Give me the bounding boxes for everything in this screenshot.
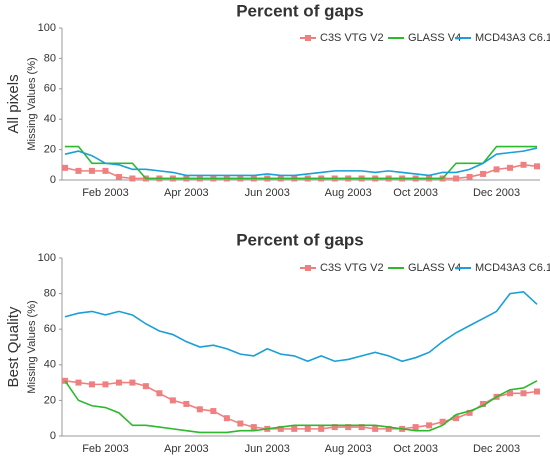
legend-marker bbox=[305, 265, 311, 271]
marker bbox=[142, 383, 149, 390]
y-tick-label: 20 bbox=[44, 144, 56, 156]
legend-label: C3S VTG V2 bbox=[320, 262, 384, 274]
legend-label: GLASS V4 bbox=[408, 32, 461, 44]
y-tick-label: 60 bbox=[44, 83, 56, 95]
marker bbox=[426, 422, 433, 429]
marker bbox=[183, 400, 190, 407]
marker bbox=[250, 424, 257, 431]
x-tick-label: Oct 2003 bbox=[393, 443, 438, 455]
y-tick-label: 100 bbox=[38, 252, 56, 264]
series-line bbox=[65, 145, 537, 180]
x-tick-label: Dec 2003 bbox=[473, 187, 520, 199]
marker bbox=[102, 381, 109, 388]
marker bbox=[331, 424, 338, 431]
marker bbox=[291, 425, 298, 432]
y-axis-label: Missing Values (%) bbox=[26, 57, 38, 150]
legend-label: C3S VTG V2 bbox=[320, 32, 384, 44]
y-tick-label: 0 bbox=[50, 430, 56, 442]
legend-marker bbox=[305, 35, 311, 41]
marker bbox=[453, 415, 460, 422]
chart-title: Percent of gaps bbox=[236, 230, 364, 249]
marker bbox=[129, 379, 136, 386]
marker bbox=[466, 173, 473, 180]
marker bbox=[210, 408, 217, 415]
marker bbox=[88, 167, 95, 174]
marker bbox=[466, 409, 473, 416]
chart-title: Percent of gaps bbox=[236, 1, 364, 20]
legend-label: MCD43A3 C6.1 bbox=[475, 262, 550, 274]
marker bbox=[372, 425, 379, 432]
marker bbox=[75, 379, 82, 386]
marker bbox=[223, 415, 230, 422]
marker bbox=[115, 379, 122, 386]
marker bbox=[520, 390, 527, 397]
marker bbox=[493, 166, 500, 173]
x-tick-label: Dec 2003 bbox=[473, 443, 520, 455]
series-line bbox=[64, 147, 538, 177]
y-tick-label: 40 bbox=[44, 359, 56, 371]
y-tick-label: 80 bbox=[44, 288, 56, 300]
y-tick-label: 20 bbox=[44, 394, 56, 406]
x-tick-label: Jun 2003 bbox=[245, 187, 290, 199]
marker bbox=[196, 406, 203, 413]
marker bbox=[480, 170, 487, 177]
series-line bbox=[64, 380, 538, 430]
legend-label: GLASS V4 bbox=[408, 262, 461, 274]
marker bbox=[439, 418, 446, 425]
marker bbox=[88, 381, 95, 388]
marker bbox=[129, 175, 136, 182]
x-tick-label: Aug 2003 bbox=[325, 443, 372, 455]
y-axis-label: Missing Values (%) bbox=[26, 300, 38, 393]
y-group-label: All pixels bbox=[5, 74, 22, 133]
marker bbox=[277, 425, 284, 432]
series-line bbox=[64, 290, 538, 363]
x-tick-label: Jun 2003 bbox=[245, 443, 290, 455]
marker bbox=[115, 173, 122, 180]
marker bbox=[412, 424, 419, 431]
marker bbox=[62, 164, 68, 171]
y-tick-label: 40 bbox=[44, 113, 56, 125]
y-tick-label: 100 bbox=[38, 22, 56, 34]
marker bbox=[480, 400, 487, 407]
y-tick-label: 60 bbox=[44, 323, 56, 335]
series-line bbox=[64, 380, 538, 434]
marker bbox=[534, 388, 540, 395]
marker bbox=[304, 425, 311, 432]
legend-label: MCD43A3 C6.1 bbox=[475, 32, 550, 44]
marker bbox=[237, 420, 244, 427]
marker bbox=[318, 425, 325, 432]
marker bbox=[520, 161, 527, 168]
x-tick-label: Feb 2003 bbox=[82, 187, 128, 199]
marker bbox=[358, 424, 365, 431]
marker bbox=[453, 175, 460, 182]
x-tick-label: Apr 2003 bbox=[164, 443, 209, 455]
y-group-label: Best Quality bbox=[5, 306, 22, 387]
x-tick-label: Feb 2003 bbox=[82, 443, 128, 455]
marker bbox=[385, 425, 392, 432]
marker bbox=[507, 390, 514, 397]
y-tick-label: 80 bbox=[44, 52, 56, 64]
marker bbox=[507, 164, 514, 171]
x-tick-label: Apr 2003 bbox=[164, 187, 209, 199]
x-tick-label: Oct 2003 bbox=[393, 187, 438, 199]
marker bbox=[534, 163, 540, 170]
y-tick-label: 0 bbox=[50, 174, 56, 186]
marker bbox=[345, 424, 352, 431]
marker bbox=[169, 397, 176, 404]
marker bbox=[75, 167, 82, 174]
x-tick-label: Aug 2003 bbox=[325, 187, 372, 199]
marker bbox=[156, 390, 163, 397]
marker bbox=[102, 167, 109, 174]
